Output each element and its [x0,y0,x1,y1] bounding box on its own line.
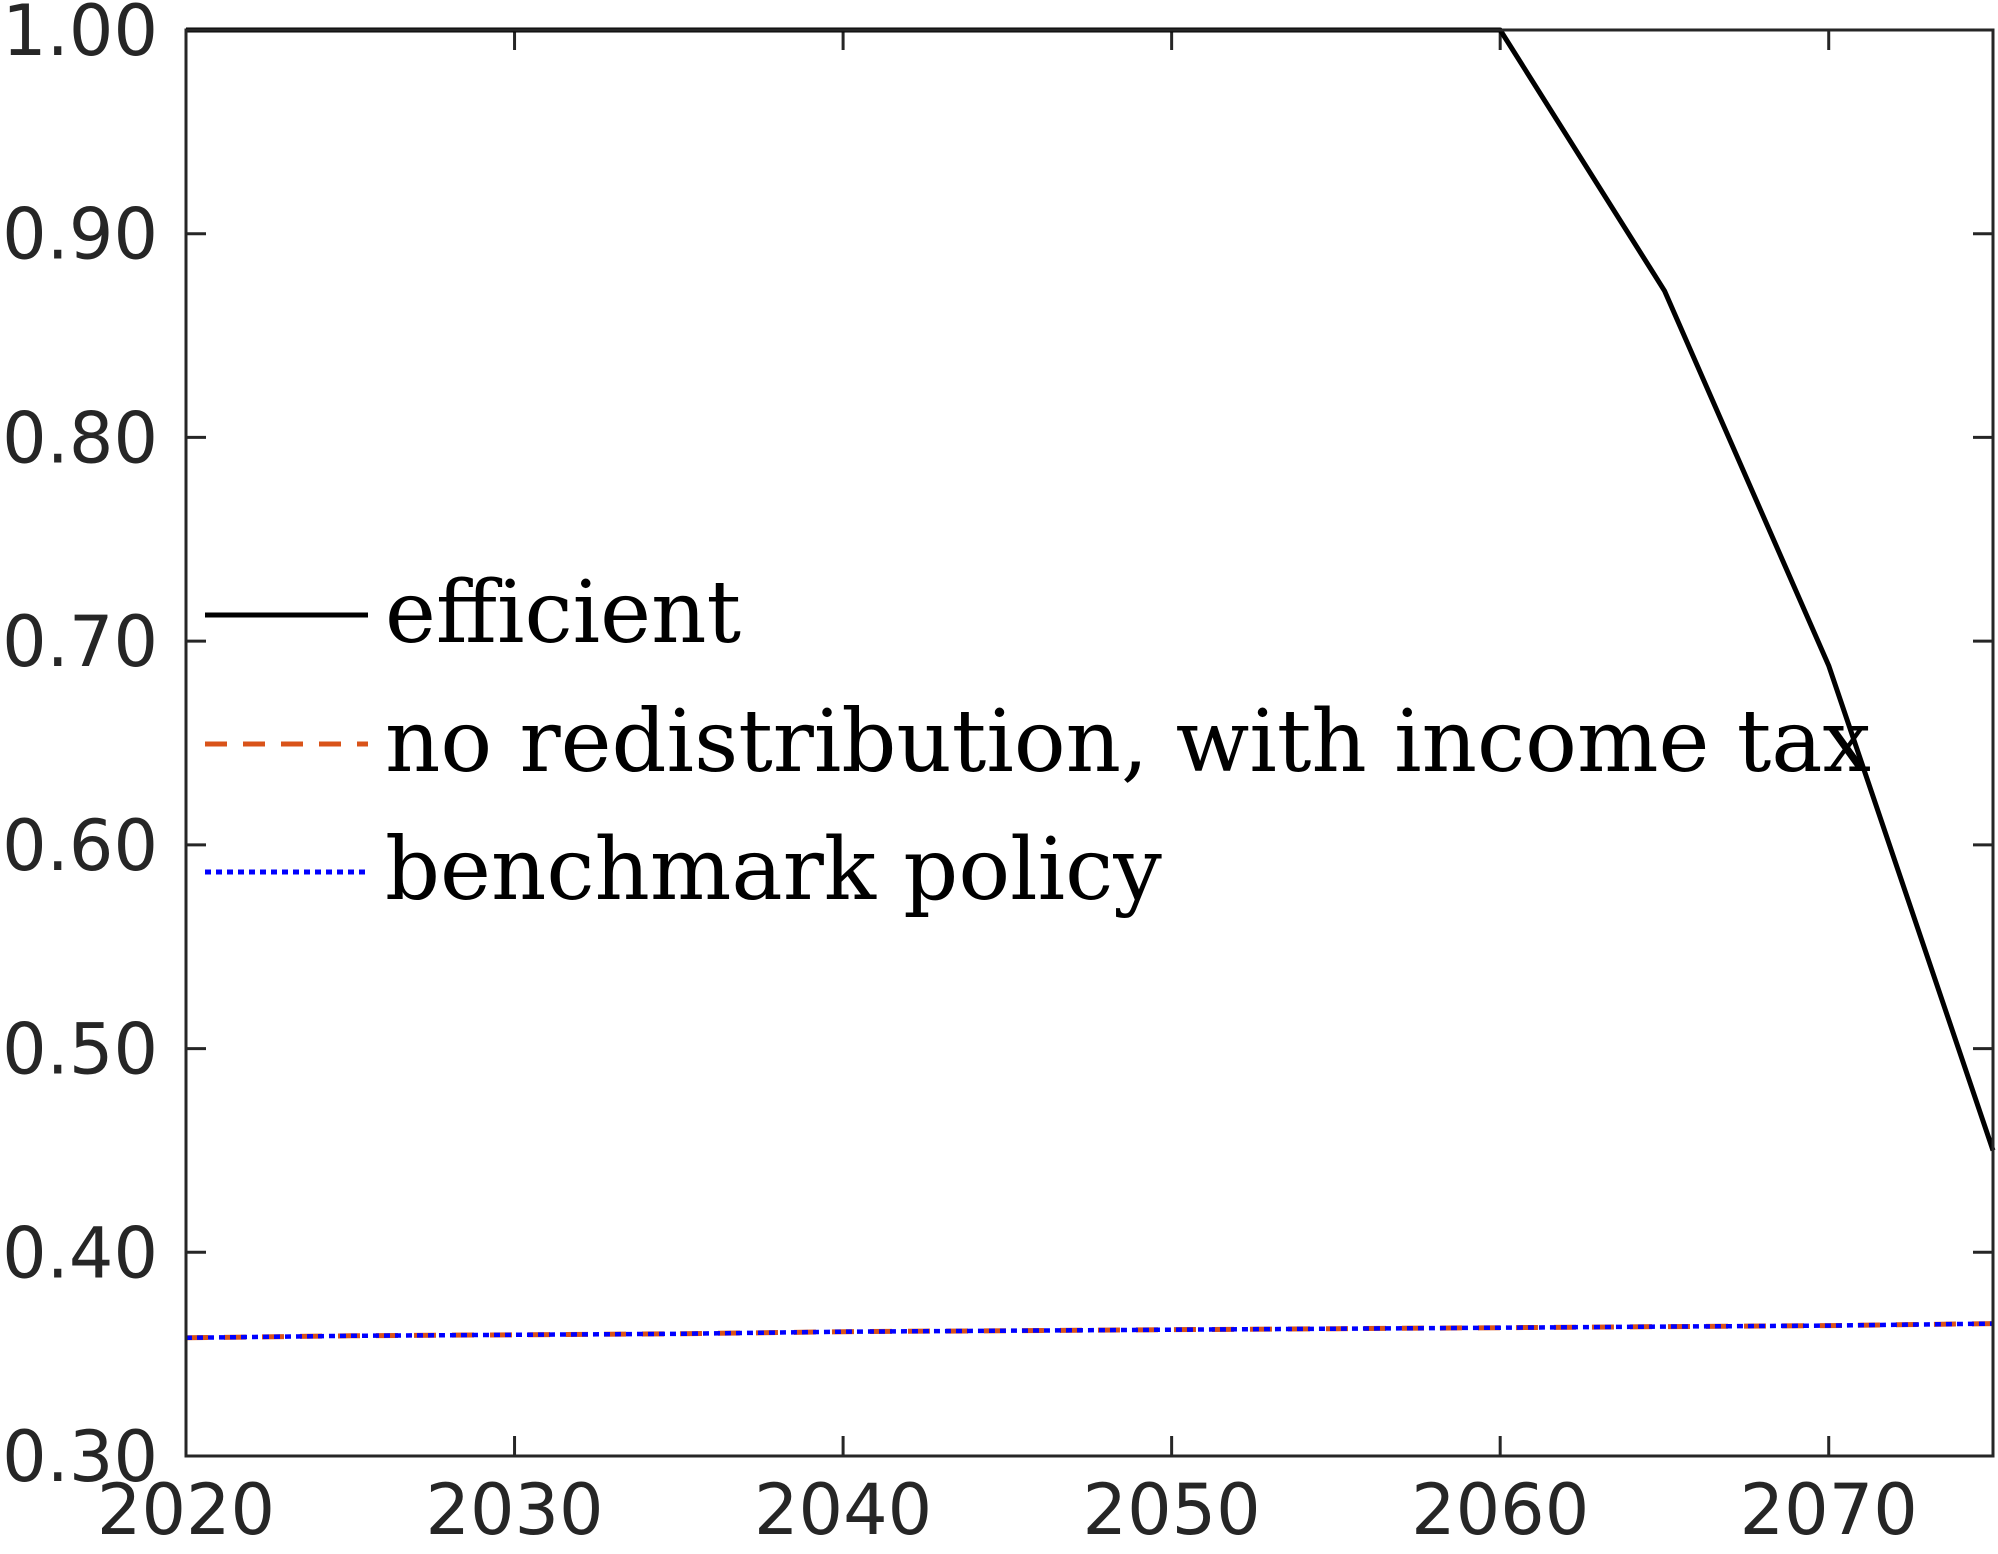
series-line-3 [185,1321,1994,1341]
y-tick-label: 0.70 [2,601,158,683]
y-tick-label: 0.60 [2,805,158,887]
plot-series [185,27,1996,1341]
plot-frame [184,28,1995,1458]
x-tick-label: 2030 [425,1469,603,1551]
legend: efficient no redistribution, with income … [205,563,1871,920]
x-tick-label: 2070 [1740,1469,1918,1551]
y-tick-label: 0.50 [2,1009,158,1091]
y-tick-label: 0.90 [2,194,158,276]
x-tick-label: 2040 [754,1469,932,1551]
y-tick-labels: 0.30 0.40 0.50 0.60 0.70 0.80 0.90 1.00 [2,0,158,1498]
x-tick-labels: 2020 2030 2040 2050 2060 2070 [97,1469,1918,1551]
x-tick-label: 2050 [1083,1469,1261,1551]
y-tick-label: 0.30 [2,1416,158,1498]
x-tick-label: 2020 [97,1469,275,1551]
y-tick-label: 1.00 [2,0,158,72]
legend-label-1: efficient [385,563,741,663]
y-tick-label: 0.40 [2,1212,158,1294]
x-tick-label: 2060 [1411,1469,1589,1551]
legend-label-3: benchmark policy [385,820,1162,920]
y-tick-label: 0.80 [2,397,158,479]
legend-label-2: no redistribution, with income tax [385,692,1871,792]
